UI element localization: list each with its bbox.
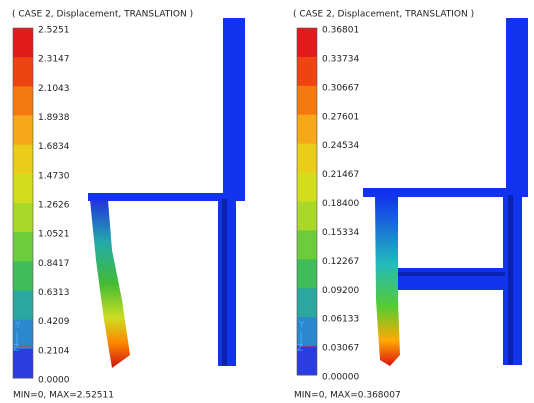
- legend-label: 1.6834: [38, 142, 70, 152]
- legend-label: 0.0000: [38, 376, 70, 386]
- legend-label: 0.8417: [38, 259, 70, 269]
- legend-band: [297, 57, 317, 86]
- legend-band: [297, 230, 317, 259]
- legend-label: 0.30667: [322, 83, 359, 93]
- legend-band: [297, 202, 317, 231]
- axis-y-label: Y: [298, 321, 305, 331]
- axis-y-label: Y: [14, 321, 21, 331]
- footer: MIN=0, MAX=2.52511: [13, 391, 114, 401]
- legend-label: 2.5251: [38, 26, 70, 36]
- panel-title: ( CASE 2, Displacement, TRANSLATION ): [293, 10, 474, 20]
- screenshot: ( CASE 2, Displacement, TRANSLATION ) 2.5…: [0, 0, 534, 403]
- legend-label: 1.4730: [38, 171, 70, 181]
- legend-band: [297, 288, 317, 317]
- legend-band: [13, 28, 33, 58]
- footer: MIN=0, MAX=0.368007: [294, 391, 401, 401]
- legend-band: [13, 232, 33, 262]
- legend-band: [297, 144, 317, 173]
- legend-label: 2.1043: [38, 84, 70, 94]
- legend-label: 0.24534: [322, 141, 359, 151]
- legend-label: 0.2104: [38, 346, 70, 356]
- legend-label: 0.36801: [322, 26, 359, 36]
- legend-label: 2.3147: [38, 55, 70, 65]
- legend-band: [13, 57, 33, 87]
- legend-label: 0.33734: [322, 54, 359, 64]
- legend-label: 0.15334: [322, 228, 359, 238]
- legend-label: 0.03067: [322, 344, 359, 354]
- legend-label: 0.06133: [322, 315, 359, 325]
- legend-label: 0.27601: [322, 112, 359, 122]
- legend-band: [297, 28, 317, 57]
- legend-label: 1.0521: [38, 230, 70, 240]
- axis-z-label: Z: [13, 344, 19, 354]
- legend-label: 0.12267: [322, 257, 359, 267]
- legend-band: [13, 261, 33, 291]
- legend-label: 1.2626: [38, 201, 70, 211]
- panel-title: ( CASE 2, Displacement, TRANSLATION ): [12, 10, 193, 20]
- legend-band: [13, 145, 33, 175]
- legend-band: [13, 116, 33, 146]
- legend-label: 0.21467: [322, 170, 359, 180]
- legend-band: [13, 203, 33, 233]
- legend-band: [13, 174, 33, 204]
- legend-band: [297, 115, 317, 144]
- axis-z-label: Z: [297, 344, 303, 354]
- legend-label: 0.09200: [322, 286, 359, 296]
- legend-label: 1.8938: [38, 113, 70, 123]
- legend-label: 0.6313: [38, 288, 70, 298]
- legend-band: [297, 86, 317, 115]
- legend-band: [297, 259, 317, 288]
- legend-label: 0.18400: [322, 199, 359, 209]
- legend-band: [13, 86, 33, 116]
- legend-band: [13, 291, 33, 321]
- right-model: [363, 18, 528, 366]
- legend-band: [297, 173, 317, 202]
- legend-label: 0.00000: [322, 373, 359, 383]
- legend-label: 0.4209: [38, 317, 70, 327]
- left-model: [88, 18, 245, 368]
